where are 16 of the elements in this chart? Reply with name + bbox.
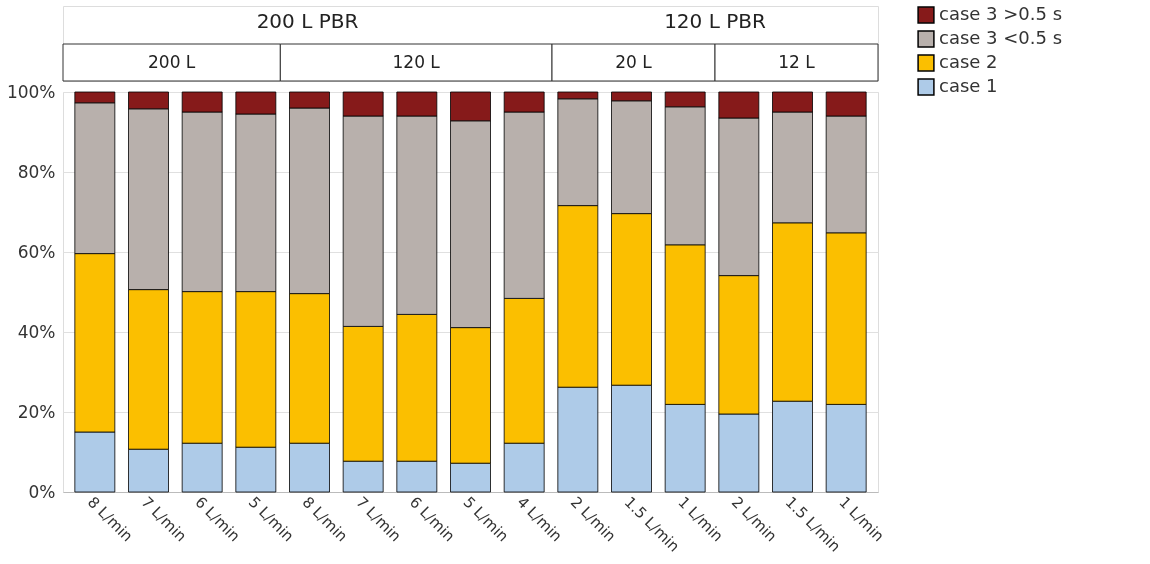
- text: 20 L: [615, 52, 653, 72]
- y-tick-label: 20%: [17, 401, 56, 422]
- text: 12 L: [778, 52, 816, 72]
- legend-label: case 3 <0.5 s: [939, 27, 1063, 48]
- y-tick-label: 0%: [28, 481, 56, 502]
- text: 120 L: [392, 52, 441, 72]
- legend-label: case 2: [939, 51, 998, 72]
- y-tick-label: 60%: [17, 241, 56, 262]
- text: 200 L PBR: [256, 9, 359, 33]
- legend-label: case 3 >0.5 s: [939, 3, 1063, 24]
- y-tick-label: 40%: [17, 321, 56, 342]
- y-tick-label: 80%: [17, 161, 56, 182]
- legend-label: case 1: [939, 75, 998, 96]
- text: 200 L: [148, 52, 196, 72]
- text: 120 L PBR: [664, 9, 766, 33]
- y-tick-label: 100%: [6, 81, 56, 102]
